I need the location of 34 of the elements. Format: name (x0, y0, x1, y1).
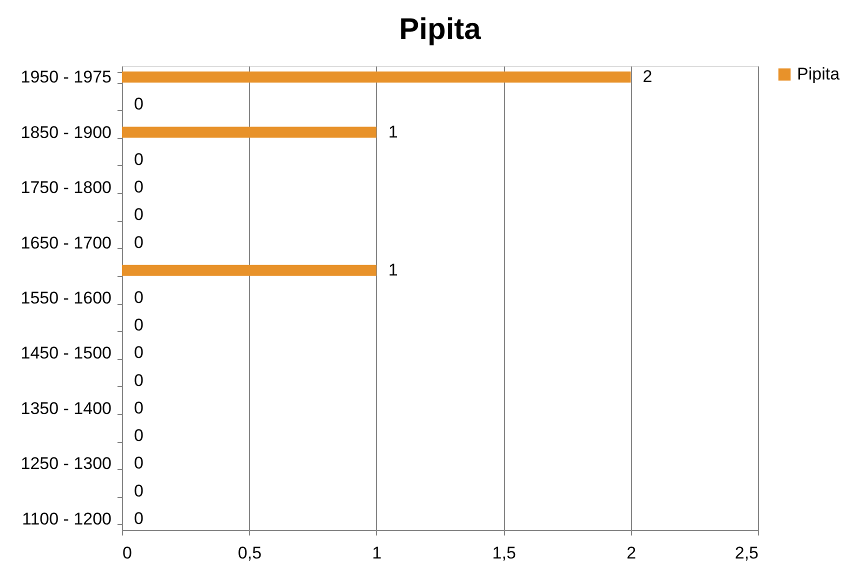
y-tick-label: 1100 - 1200 (22, 509, 112, 528)
x-tick-label: 0 (122, 544, 132, 562)
data-label: 2 (642, 67, 652, 86)
y-tick-label: 1550 - 1600 (20, 288, 112, 308)
y-tick-label: 1250 - 1300 (20, 454, 112, 474)
y-tick-label: 1750 - 1800 (20, 178, 112, 198)
data-label: 0 (134, 343, 144, 362)
data-label: 0 (134, 288, 144, 307)
data-label: 0 (134, 178, 144, 197)
data-label: 0 (134, 150, 144, 169)
data-label: 1 (388, 260, 398, 280)
data-label: 0 (134, 316, 144, 335)
x-tick-label: 2,5 (734, 544, 758, 562)
x-tick-label: 1 (372, 544, 382, 562)
data-label: 0 (134, 370, 144, 390)
data-label: 1 (388, 122, 398, 142)
data-label: 0 (134, 426, 144, 446)
data-label: 0 (134, 205, 144, 224)
data-label: 0 (134, 94, 144, 114)
x-tick-label: 0,5 (238, 544, 262, 562)
data-label: 0 (134, 398, 144, 418)
y-tick-label: 1450 - 1500 (20, 344, 112, 363)
x-tick-label: 1,5 (492, 544, 516, 562)
legend-label: Pipita (797, 64, 840, 84)
y-tick-label: 1850 - 1900 (20, 122, 112, 142)
y-tick-label: 1350 - 1400 (20, 398, 112, 418)
y-tick-label: 1650 - 1700 (20, 233, 112, 252)
data-label: 0 (134, 508, 144, 528)
x-tick-label: 2 (626, 544, 636, 562)
chart-title: Pipita (399, 13, 482, 46)
data-label: 0 (134, 454, 144, 473)
data-label: 0 (134, 481, 144, 500)
data-label: 0 (134, 232, 144, 252)
y-tick-label: 1950 - 1975 (20, 68, 112, 87)
